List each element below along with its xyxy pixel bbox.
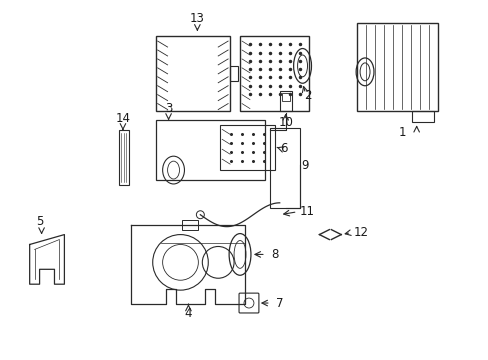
Text: 7: 7 xyxy=(275,297,283,310)
Text: 13: 13 xyxy=(189,12,204,25)
Text: 1: 1 xyxy=(398,126,406,139)
Text: 9: 9 xyxy=(300,159,307,172)
Text: 6: 6 xyxy=(279,142,287,155)
Text: 14: 14 xyxy=(115,112,130,125)
Text: 5: 5 xyxy=(36,215,43,228)
Text: 2: 2 xyxy=(303,89,311,102)
Text: 3: 3 xyxy=(164,102,172,115)
Text: 12: 12 xyxy=(353,226,368,239)
Text: 10: 10 xyxy=(278,116,292,129)
Text: 8: 8 xyxy=(270,248,278,261)
Text: 4: 4 xyxy=(184,307,192,320)
Text: 11: 11 xyxy=(300,205,314,218)
